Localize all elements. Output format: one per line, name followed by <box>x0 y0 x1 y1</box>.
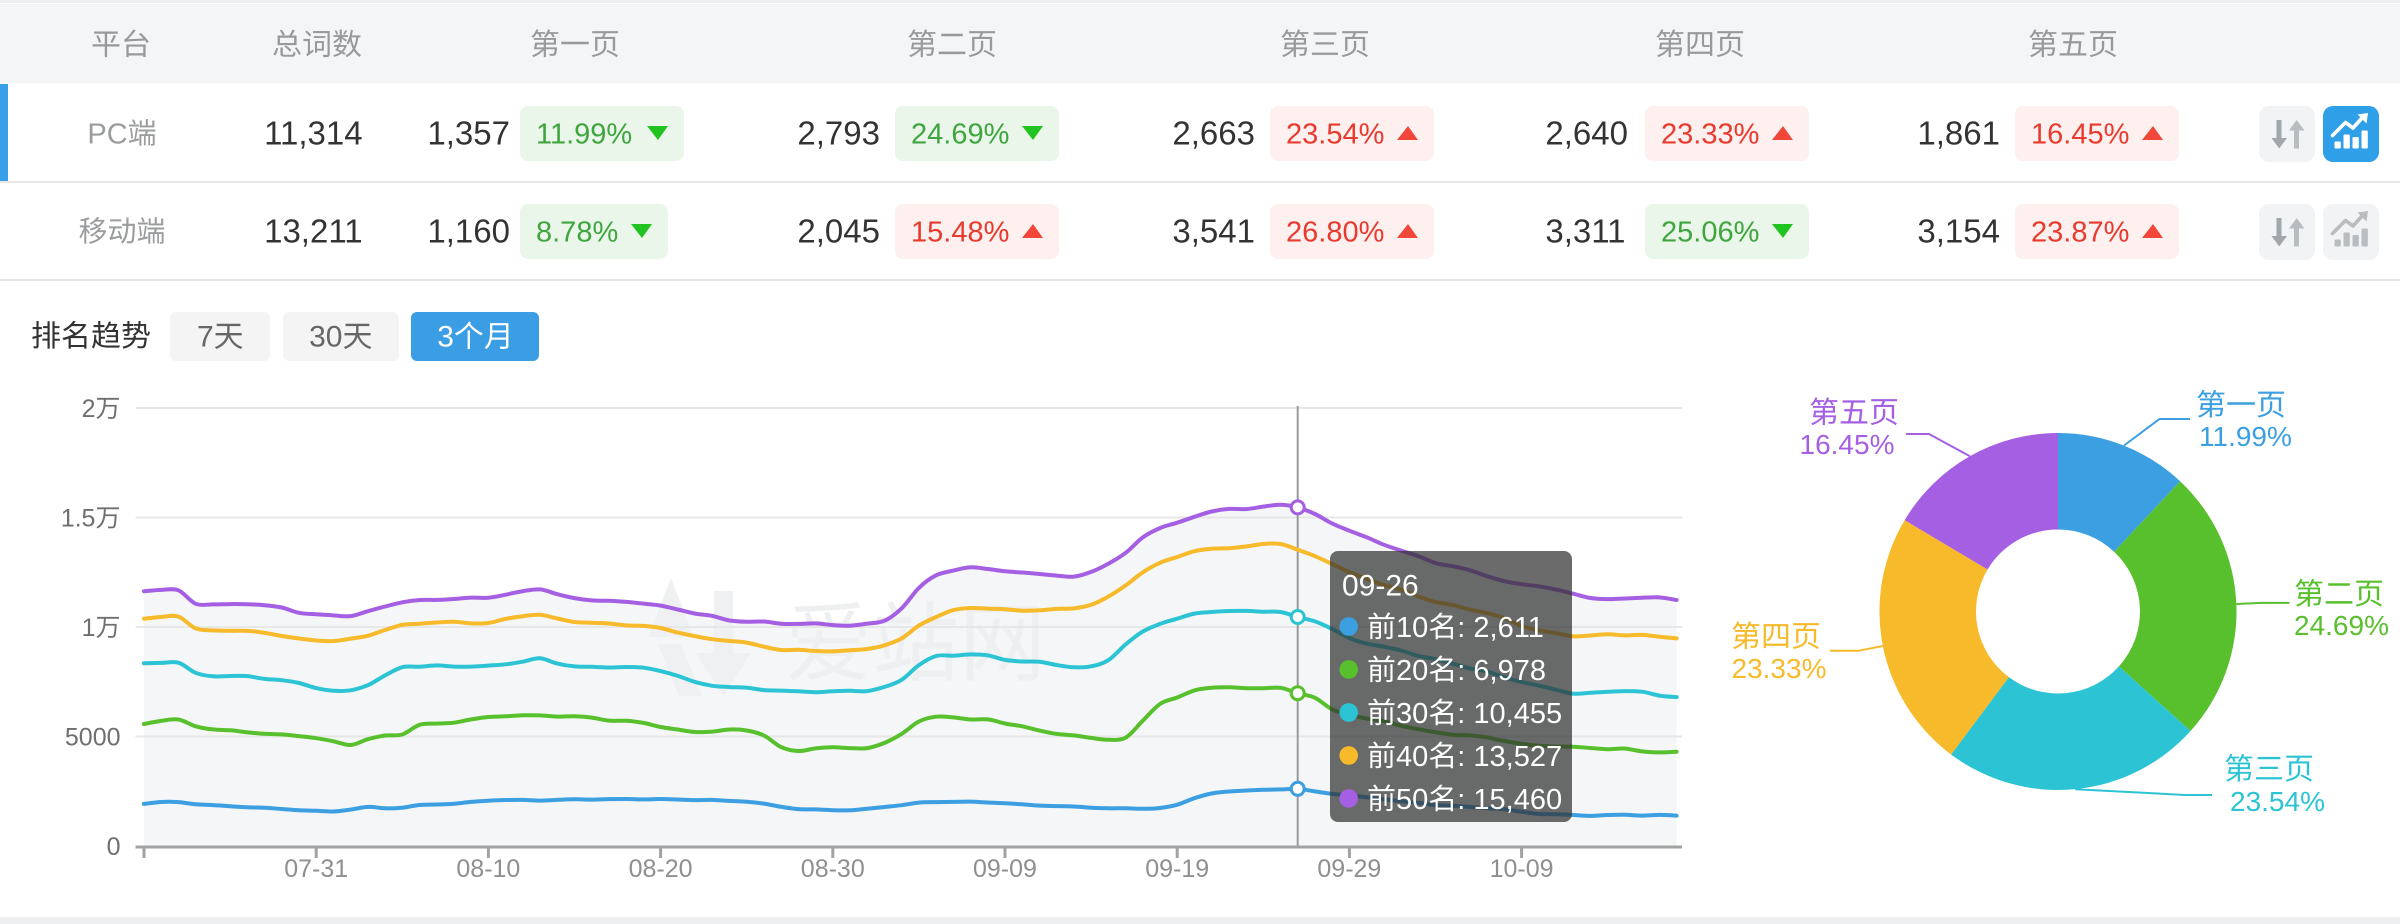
svg-text:20: 20 <box>1396 655 1428 687</box>
svg-text:24.69%: 24.69% <box>911 118 1009 150</box>
svg-text:13,211: 13,211 <box>264 213 362 250</box>
svg-text:10: 10 <box>1396 612 1428 644</box>
svg-text:30: 30 <box>309 321 342 354</box>
svg-text:0: 0 <box>107 833 121 861</box>
svg-text:3: 3 <box>437 321 454 354</box>
svg-text:: 6,978: : 6,978 <box>1457 655 1546 687</box>
svg-text:2,045: 2,045 <box>797 213 880 250</box>
svg-text:2,793: 2,793 <box>797 115 880 152</box>
svg-text:23.54%: 23.54% <box>1286 118 1384 150</box>
svg-text:16.45%: 16.45% <box>1800 429 1895 460</box>
svg-text:08-30: 08-30 <box>801 855 865 883</box>
svg-text:50: 50 <box>1396 784 1428 816</box>
svg-text:23.87%: 23.87% <box>2031 216 2129 248</box>
svg-text:25.06%: 25.06% <box>1661 216 1759 248</box>
svg-text:09-26: 09-26 <box>1342 569 1419 602</box>
svg-text:5000: 5000 <box>65 724 121 752</box>
svg-text:08-10: 08-10 <box>456 855 520 883</box>
svg-text:3,311: 3,311 <box>1545 213 1625 250</box>
svg-text:1.5: 1.5 <box>61 505 96 533</box>
svg-text:23.33%: 23.33% <box>1732 653 1827 684</box>
svg-text:07-31: 07-31 <box>284 855 348 883</box>
svg-text:30: 30 <box>1396 698 1428 730</box>
svg-text:2,663: 2,663 <box>1172 115 1255 152</box>
svg-text:15.48%: 15.48% <box>911 216 1009 248</box>
svg-text:: 10,455: : 10,455 <box>1457 698 1562 730</box>
svg-text:26.80%: 26.80% <box>1286 216 1384 248</box>
svg-text:09-09: 09-09 <box>973 855 1037 883</box>
svg-text:3,541: 3,541 <box>1172 213 1255 250</box>
svg-text:: 2,611: : 2,611 <box>1457 612 1544 644</box>
svg-text:PC: PC <box>87 118 127 150</box>
svg-text:8.78%: 8.78% <box>536 216 618 248</box>
svg-text:08-20: 08-20 <box>629 855 693 883</box>
svg-text:40: 40 <box>1396 741 1428 773</box>
svg-text:: 13,527: : 13,527 <box>1457 741 1562 773</box>
svg-text:23.54%: 23.54% <box>2230 786 2325 817</box>
svg-text:11,314: 11,314 <box>264 115 362 152</box>
svg-text:16.45%: 16.45% <box>2031 118 2129 150</box>
svg-text:: 15,460: : 15,460 <box>1457 784 1562 816</box>
svg-text:7: 7 <box>197 321 214 354</box>
svg-text:11.99%: 11.99% <box>536 118 632 150</box>
svg-text:2,640: 2,640 <box>1545 115 1628 152</box>
svg-text:1: 1 <box>82 614 96 642</box>
svg-text:11.99%: 11.99% <box>2199 421 2292 452</box>
svg-text:1,861: 1,861 <box>1917 115 2000 152</box>
svg-text:09-29: 09-29 <box>1317 855 1381 883</box>
svg-text:2: 2 <box>82 395 96 423</box>
svg-text:3,154: 3,154 <box>1917 213 2000 250</box>
svg-text:1,160: 1,160 <box>427 213 510 250</box>
svg-text:1,357: 1,357 <box>427 115 510 152</box>
svg-text:09-19: 09-19 <box>1145 855 1209 883</box>
svg-text:23.33%: 23.33% <box>1661 118 1759 150</box>
svg-text:10-09: 10-09 <box>1490 855 1554 883</box>
svg-text:24.69%: 24.69% <box>2294 610 2389 641</box>
